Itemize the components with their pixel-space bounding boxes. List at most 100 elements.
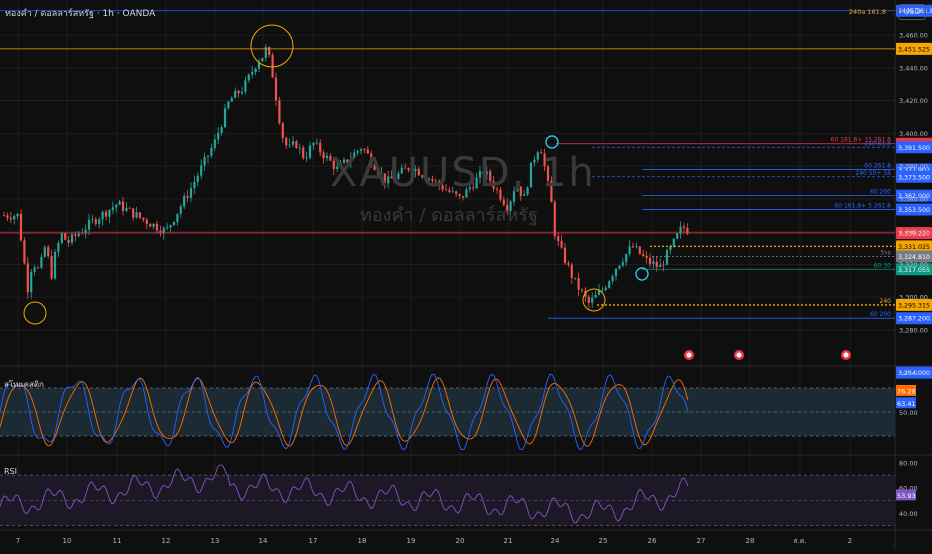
- candle-body: [618, 265, 621, 269]
- price-tick-label: 3,440.00: [899, 64, 928, 72]
- candle-body: [128, 207, 131, 209]
- candle-body: [359, 149, 363, 151]
- candle-body: [669, 246, 672, 251]
- price-label: 240a 161.8: [898, 8, 932, 15]
- candle-body: [145, 219, 148, 225]
- candle-body: [652, 261, 655, 264]
- price-tick-label: 3,320.00: [899, 261, 928, 269]
- x-tick-label: 7: [16, 537, 20, 545]
- candle-body: [567, 263, 570, 265]
- candle-body: [492, 181, 495, 189]
- candle-body: [60, 232, 63, 243]
- candle-body: [298, 147, 301, 149]
- candle-body: [101, 211, 104, 220]
- candle-body: [213, 139, 216, 148]
- candle-body: [237, 90, 240, 94]
- candle-body: [540, 152, 543, 154]
- candle-body: [414, 168, 417, 172]
- candle-body: [98, 219, 101, 224]
- candle-body: [543, 153, 546, 167]
- candle-body: [465, 189, 468, 198]
- candle-body: [274, 77, 278, 101]
- candle-body: [594, 294, 597, 298]
- candle-body: [475, 177, 478, 189]
- candle-body: [125, 207, 128, 211]
- candle-body: [47, 247, 50, 256]
- candle-body: [240, 91, 244, 94]
- price-tick-label: 3,380.00: [899, 163, 928, 171]
- candle-body: [220, 127, 223, 133]
- candle-body: [264, 47, 267, 58]
- candle-body: [53, 251, 57, 279]
- candle-body: [295, 141, 298, 148]
- candle-body: [91, 219, 94, 220]
- candle-body: [682, 226, 686, 229]
- candle-body: [686, 228, 689, 234]
- price-tick-label: 3,280.00: [899, 327, 928, 335]
- candle-body: [230, 98, 233, 102]
- candle-body: [383, 173, 386, 184]
- level-tag: 60 261.8: [864, 163, 891, 170]
- price-label-box: [896, 263, 932, 276]
- candle-body: [451, 191, 454, 193]
- candle-body: [526, 187, 529, 195]
- x-tick-label: 18: [358, 537, 367, 545]
- price-label: 3,287.200: [898, 316, 930, 323]
- candle-body: [33, 267, 36, 272]
- candle-body: [516, 186, 519, 192]
- candle-body: [580, 289, 584, 291]
- candle-body: [325, 155, 329, 159]
- candle-body: [74, 234, 77, 237]
- candle-body: [502, 199, 505, 205]
- candle-body: [346, 159, 349, 163]
- price-label: 3,391.500: [898, 145, 930, 152]
- candle-body: [312, 142, 315, 146]
- candle-body: [244, 80, 247, 92]
- price-label: 3,353.500: [898, 207, 930, 214]
- price-label-box: [896, 4, 932, 17]
- candle-body: [349, 158, 352, 163]
- candle-body: [261, 57, 264, 62]
- event-flag-icon: [843, 352, 849, 358]
- x-tick-label: 12: [162, 537, 171, 545]
- candle-body: [84, 229, 87, 233]
- candle-body: [461, 196, 465, 198]
- candle-body: [118, 201, 121, 205]
- candle-body: [642, 254, 645, 256]
- stoch-d-box: [896, 397, 916, 409]
- candle-body: [625, 253, 628, 263]
- candle-body: [577, 278, 580, 290]
- candle-body: [257, 61, 261, 69]
- candle-body: [679, 226, 682, 234]
- price-label: 3,377.902: [898, 167, 930, 174]
- candle-body: [587, 296, 590, 303]
- rsi-value-box: [896, 489, 916, 501]
- candle-body: [223, 108, 227, 128]
- candle-body: [611, 276, 614, 282]
- candle-body: [94, 219, 97, 224]
- currency-button[interactable]: USD: [898, 4, 926, 20]
- price-tick-label: 3,400.00: [899, 130, 928, 138]
- candle-body: [390, 176, 393, 179]
- candle-body: [393, 178, 397, 180]
- candle-body: [111, 207, 114, 210]
- candle-body: [104, 211, 108, 217]
- annotation-circle: [250, 24, 294, 68]
- candle-body: [397, 173, 400, 179]
- candle-body: [614, 268, 618, 277]
- x-tick-label: 14: [259, 537, 268, 545]
- candle-body: [353, 152, 356, 159]
- candle-body: [570, 264, 573, 278]
- candle-body: [332, 160, 335, 169]
- price-label: 3,451.525: [898, 46, 930, 53]
- price-label-box: [896, 240, 932, 253]
- candle-body: [427, 179, 431, 180]
- candle-body: [366, 149, 369, 154]
- candle-body: [281, 123, 284, 138]
- candle-body: [448, 189, 451, 192]
- x-tick-label: 10: [63, 537, 72, 545]
- candle-body: [183, 196, 186, 207]
- candle-body: [196, 175, 199, 182]
- candle-body: [628, 246, 631, 254]
